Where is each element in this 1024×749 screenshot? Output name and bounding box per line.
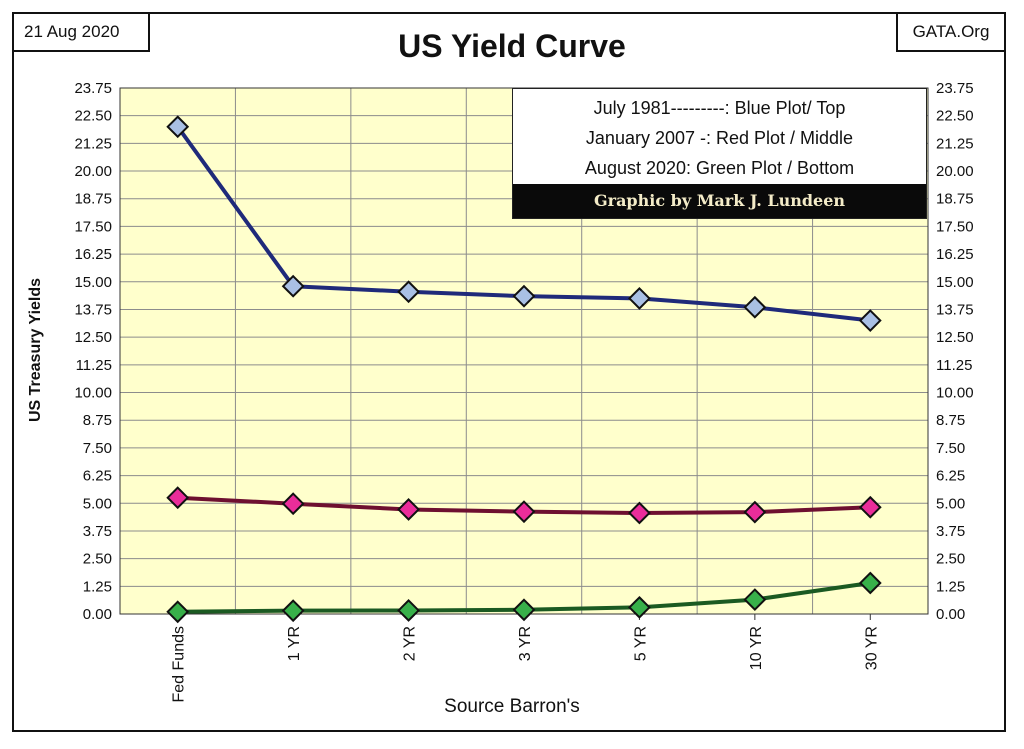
y-tick-label-right: 15.00 bbox=[936, 274, 974, 291]
series-1981-point bbox=[858, 309, 882, 332]
series-1981-point bbox=[166, 115, 190, 139]
y-tick-label-right: 13.75 bbox=[936, 301, 974, 318]
y-tick-label-right: 22.50 bbox=[936, 108, 974, 125]
series-2007-point bbox=[166, 486, 190, 510]
series-1981-point bbox=[397, 280, 420, 304]
y-tick-label-left: 3.75 bbox=[83, 523, 112, 540]
y-tick-label-right: 6.25 bbox=[936, 468, 965, 485]
y-tick-label-right: 8.75 bbox=[936, 412, 965, 429]
y-tick-label-left: 22.50 bbox=[74, 108, 112, 125]
y-tick-label-left: 23.75 bbox=[74, 80, 112, 97]
x-tick-label: 3 YR bbox=[517, 626, 534, 661]
y-tick-label-right: 17.50 bbox=[936, 218, 974, 235]
x-tick-label: 1 YR bbox=[286, 626, 303, 661]
series-2007-point bbox=[512, 500, 536, 524]
credit-banner: Graphic by Mark J. Lundeen bbox=[513, 184, 926, 218]
y-tick-label-right: 1.25 bbox=[936, 578, 965, 595]
y-tick-label-right: 0.00 bbox=[936, 606, 965, 623]
x-tick-label: 10 YR bbox=[748, 626, 765, 670]
series-2007-point bbox=[628, 501, 651, 525]
series-2020-point bbox=[628, 595, 651, 619]
y-tick-label-left: 10.00 bbox=[74, 385, 112, 402]
y-tick-label-left: 5.00 bbox=[83, 495, 112, 512]
series-2020-point bbox=[858, 571, 882, 595]
x-tick-label: Fed Funds bbox=[171, 626, 188, 702]
y-tick-label-right: 12.50 bbox=[936, 329, 974, 346]
y-tick-label-right: 7.50 bbox=[936, 440, 965, 457]
legend-line-2007: January 2007 -: Red Plot / Middle bbox=[585, 128, 854, 148]
y-tick-label-left: 15.00 bbox=[74, 274, 112, 291]
y-tick-label-left: 12.50 bbox=[74, 329, 112, 346]
y-tick-label-right: 10.00 bbox=[936, 385, 974, 402]
series-2020-point bbox=[743, 588, 767, 612]
x-tick-label: 2 YR bbox=[402, 626, 419, 661]
y-tick-label-right: 20.00 bbox=[936, 163, 974, 180]
source-label: GATA.Org bbox=[896, 12, 1006, 52]
y-tick-label-left: 17.50 bbox=[74, 218, 112, 235]
y-tick-label-right: 11.25 bbox=[936, 357, 972, 374]
y-tick-label-left: 6.25 bbox=[83, 468, 112, 485]
x-tick-label: 30 YR bbox=[863, 626, 880, 670]
legend-line-1981: July 1981---------: Blue Plot/ Top bbox=[593, 98, 846, 118]
x-tick-label: 5 YR bbox=[632, 626, 649, 661]
y-tick-label-right: 5.00 bbox=[936, 495, 965, 512]
legend-line-2020: August 2020: Green Plot / Bottom bbox=[584, 158, 855, 178]
x-axis-caption: Source Barron's bbox=[444, 696, 580, 717]
y-axis-caption: US Treasury Yields bbox=[27, 277, 44, 423]
series-2020-point bbox=[281, 599, 305, 623]
y-tick-label-left: 2.50 bbox=[83, 551, 112, 568]
y-tick-label-left: 11.25 bbox=[76, 357, 112, 374]
y-tick-label-right: 3.75 bbox=[936, 523, 965, 540]
y-tick-label-right: 18.75 bbox=[936, 191, 974, 208]
y-tick-label-left: 8.75 bbox=[83, 412, 112, 429]
y-tick-label-left: 16.25 bbox=[74, 246, 112, 263]
series-1981-point bbox=[281, 274, 305, 298]
date-label: 21 Aug 2020 bbox=[12, 12, 150, 52]
y-tick-label-right: 21.25 bbox=[936, 135, 974, 152]
series-2020-point bbox=[166, 600, 190, 624]
y-tick-label-left: 7.50 bbox=[83, 440, 112, 457]
series-2007-point bbox=[397, 498, 420, 521]
series-2020-point bbox=[397, 599, 420, 622]
y-tick-label-right: 23.75 bbox=[936, 80, 974, 97]
y-tick-label-left: 18.75 bbox=[74, 191, 112, 208]
y-tick-label-left: 1.25 bbox=[83, 578, 112, 595]
series-2007-point bbox=[858, 495, 882, 519]
legend-box: July 1981---------: Blue Plot/ Top Janua… bbox=[512, 88, 927, 219]
y-tick-label-left: 21.25 bbox=[74, 135, 112, 152]
y-tick-label-left: 0.00 bbox=[83, 606, 112, 623]
y-tick-label-right: 16.25 bbox=[936, 246, 974, 263]
y-tick-label-left: 20.00 bbox=[74, 163, 112, 180]
y-tick-label-left: 13.75 bbox=[74, 301, 112, 318]
chart-title: US Yield Curve bbox=[398, 28, 626, 64]
y-tick-label-right: 2.50 bbox=[936, 551, 965, 568]
series-2007-point bbox=[743, 500, 767, 524]
series-2020-point bbox=[512, 598, 536, 622]
series-1981-point bbox=[512, 284, 536, 308]
series-1981-point bbox=[743, 295, 767, 319]
series-2007-point bbox=[281, 492, 305, 516]
series-1981-point bbox=[628, 286, 651, 310]
